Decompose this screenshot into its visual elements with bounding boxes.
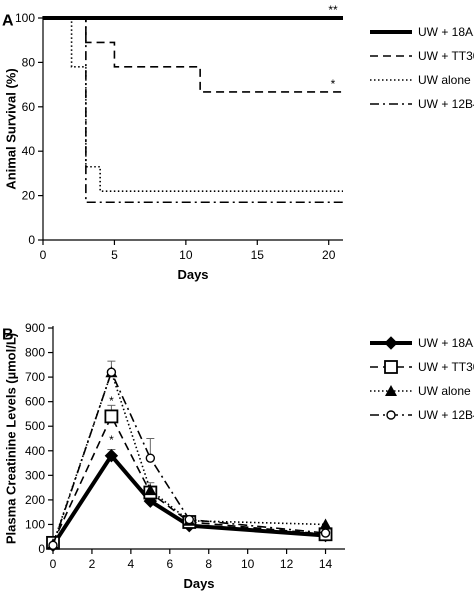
x-tick-label: 10 xyxy=(179,248,193,262)
series-line-3 xyxy=(43,17,343,192)
legend-marker xyxy=(386,410,396,420)
y-tick-label: 900 xyxy=(25,321,45,335)
legend-label: UW alone xyxy=(418,73,471,87)
y-tick-label: 600 xyxy=(25,395,45,409)
y-tick-label: 40 xyxy=(22,144,36,158)
legend-label: UW alone xyxy=(418,384,471,398)
significance-marker: * xyxy=(109,433,114,447)
data-point xyxy=(106,367,117,377)
x-tick-label: 8 xyxy=(205,557,212,571)
legend-label: UW + 18A10 xyxy=(418,25,474,39)
y-tick-label: 400 xyxy=(25,444,45,458)
x-axis-title: Days xyxy=(183,576,214,591)
significance-marker: ** xyxy=(328,3,338,17)
y-axis-title: Animal Survival (%) xyxy=(3,68,18,189)
y-tick-label: 80 xyxy=(22,55,36,69)
y-tick-label: 200 xyxy=(25,493,45,507)
data-point xyxy=(319,518,332,530)
x-tick-label: 2 xyxy=(89,557,96,571)
y-tick-label: 500 xyxy=(25,419,45,433)
x-tick-label: 0 xyxy=(50,557,57,571)
data-point xyxy=(104,409,119,424)
x-tick-label: 20 xyxy=(322,248,336,262)
data-point xyxy=(104,448,119,463)
y-tick-label: 0 xyxy=(28,233,35,247)
x-axis-title: Days xyxy=(177,267,208,282)
y-tick-label: 0 xyxy=(38,542,45,556)
significance-marker: * xyxy=(331,77,336,91)
y-tick-label: 700 xyxy=(25,370,45,384)
legend-label: UW + 12B4 xyxy=(418,97,474,111)
x-tick-label: 5 xyxy=(111,248,118,262)
legend-label: UW + TT30 xyxy=(418,360,474,374)
series-line-4 xyxy=(43,17,343,204)
legend-marker xyxy=(384,336,398,350)
data-point xyxy=(144,484,157,496)
legend-marker xyxy=(384,360,398,374)
series-line-4 xyxy=(52,370,326,546)
data-point xyxy=(184,514,194,525)
legend-label: UW + TT30 xyxy=(418,49,474,63)
x-tick-label: 14 xyxy=(319,557,333,571)
x-tick-label: 12 xyxy=(280,557,294,571)
panel-label: A xyxy=(2,12,14,29)
x-tick-label: 6 xyxy=(166,557,173,571)
legend-marker xyxy=(385,385,397,396)
panel-label: B xyxy=(2,326,14,343)
series-line-2 xyxy=(43,17,343,93)
data-point xyxy=(145,453,156,463)
y-axis-title: Plasma Creatinine Levels (µmol/L) xyxy=(3,333,18,544)
x-tick-label: 4 xyxy=(128,557,135,571)
legend-label: UW + 18A10 xyxy=(418,336,474,350)
y-tick-label: 100 xyxy=(25,517,45,531)
legend-label: UW + 12B4 xyxy=(418,408,474,422)
significance-marker: * xyxy=(109,394,114,408)
x-tick-label: 15 xyxy=(251,248,265,262)
y-tick-label: 300 xyxy=(25,468,45,482)
y-tick-label: 60 xyxy=(22,100,36,114)
y-tick-label: 800 xyxy=(25,346,45,360)
data-point xyxy=(320,528,331,538)
x-tick-label: 0 xyxy=(40,248,47,262)
data-point xyxy=(48,540,58,551)
y-tick-label: 20 xyxy=(22,189,36,203)
x-tick-label: 10 xyxy=(241,557,255,571)
chart-panel-a: A 0 20 40 60 80 100 0 5 10 15 20 Days Animal Survival… xyxy=(2,3,474,282)
y-tick-label: 100 xyxy=(15,11,35,25)
chart-panel-b: B 0 100 200 300 400 500 600 700 800 900 0 2 4 6 8 10 12 14… xyxy=(2,321,474,591)
